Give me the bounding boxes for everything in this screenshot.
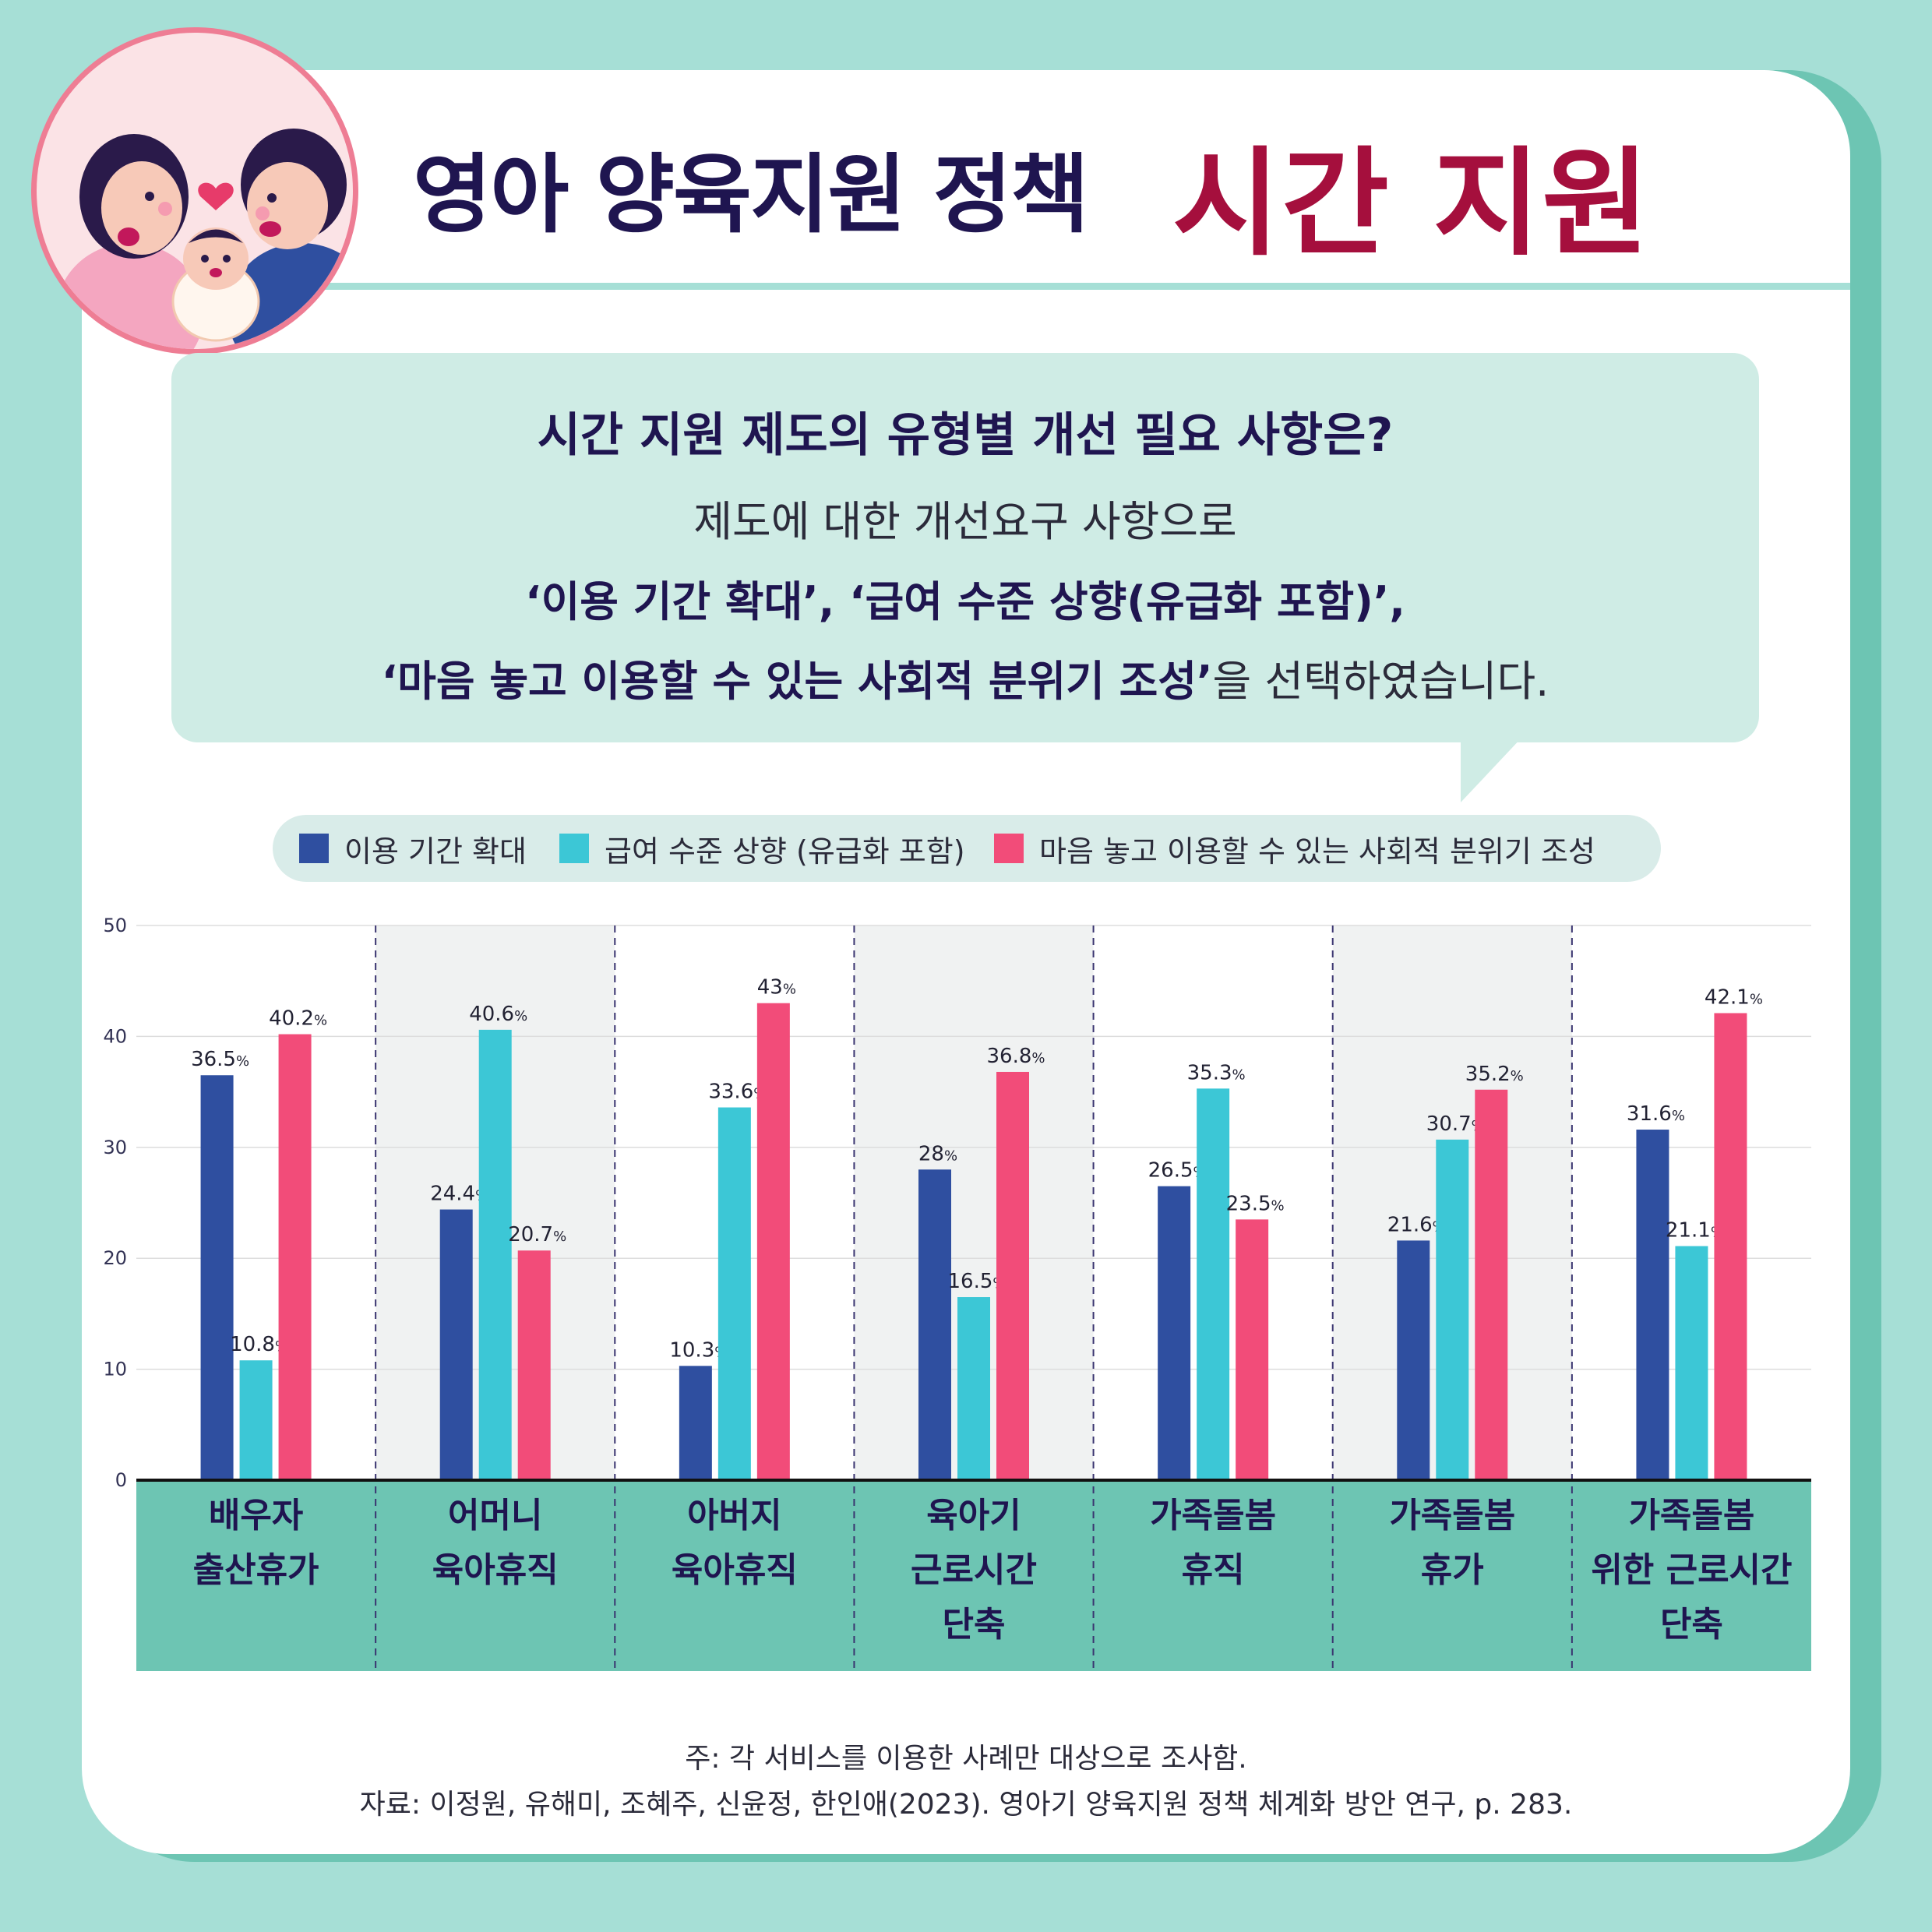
speech-bubble bbox=[171, 353, 1759, 742]
category-label: 가족돌봄 bbox=[1150, 1496, 1276, 1535]
bar-value-label: 21.6% bbox=[1387, 1213, 1446, 1236]
y-tick-label: 30 bbox=[103, 1137, 127, 1158]
bar bbox=[918, 1169, 951, 1480]
category-label: 가족돌봄 bbox=[1389, 1496, 1515, 1535]
bar-value-label: 36.5% bbox=[191, 1048, 249, 1071]
category-label: 육아휴직 bbox=[672, 1550, 798, 1590]
category-label: 육아기 bbox=[926, 1496, 1021, 1535]
legend-item-3: 마음 놓고 이용할 수 있는 사회적 분위기 조성 bbox=[994, 815, 1595, 882]
bar bbox=[517, 1250, 551, 1480]
category-label: 위한 근로시간 bbox=[1591, 1550, 1792, 1590]
page-title-accent: 시간 지원 bbox=[1172, 136, 1652, 272]
category-label: 가족돌봄 bbox=[1628, 1496, 1754, 1535]
category-label: 휴직 bbox=[1182, 1550, 1245, 1590]
header-divider bbox=[292, 283, 1850, 290]
chart-note: 주: 각 서비스를 이용한 사례만 대상으로 조사함. bbox=[685, 1743, 1247, 1775]
question-line-2-bold: ‘이용 기간 확대’, ‘급여 수준 상향(유급화 포함)’, bbox=[525, 577, 1405, 626]
category-label: 어머니 bbox=[448, 1496, 542, 1535]
bar-value-label: 43% bbox=[757, 976, 796, 999]
bar bbox=[717, 1107, 751, 1480]
y-tick-label: 40 bbox=[103, 1025, 127, 1047]
page-title: 영아 양육지원 정책 bbox=[413, 145, 1089, 245]
bar bbox=[439, 1209, 473, 1480]
bar bbox=[1158, 1186, 1191, 1480]
legend-item-2: 급여 수준 상향 (유급화 포함) bbox=[559, 815, 965, 882]
category-label: 육아휴직 bbox=[432, 1550, 559, 1590]
bar bbox=[1475, 1089, 1508, 1480]
chart-legend: 이용 기간 확대 급여 수준 상향 (유급화 포함) 마음 놓고 이용할 수 있… bbox=[273, 815, 1661, 882]
category-label: 출산휴가 bbox=[193, 1550, 319, 1590]
bar bbox=[239, 1360, 273, 1480]
question-line-3: ‘마음 놓고 이용할 수 있는 사회적 분위기 조성’을 선택하였습니다. bbox=[171, 647, 1759, 708]
legend-label-3: 마음 놓고 이용할 수 있는 사회적 분위기 조성 bbox=[1039, 834, 1595, 869]
bar-value-label: 35.2% bbox=[1465, 1063, 1524, 1086]
legend-label-1: 이용 기간 확대 bbox=[344, 834, 527, 869]
bar bbox=[1636, 1130, 1669, 1480]
category-label: 배우자 bbox=[209, 1496, 303, 1535]
bar bbox=[679, 1366, 712, 1480]
bar bbox=[1436, 1139, 1469, 1480]
bar bbox=[1397, 1240, 1430, 1480]
legend-label-2: 급여 수준 상향 (유급화 포함) bbox=[605, 834, 965, 869]
question-line-1: 제도에 대한 개선요구 사항으로 bbox=[693, 497, 1237, 546]
bar bbox=[957, 1297, 990, 1480]
y-tick-label: 10 bbox=[103, 1359, 127, 1380]
category-label: 휴가 bbox=[1421, 1550, 1484, 1590]
bar-value-label: 40.6% bbox=[469, 1003, 527, 1026]
bar-value-label: 31.6% bbox=[1627, 1102, 1685, 1126]
bar bbox=[756, 1003, 790, 1480]
category-band bbox=[136, 1480, 1811, 1671]
bar bbox=[1675, 1246, 1708, 1480]
bar bbox=[1236, 1219, 1269, 1480]
category-label: 아버지 bbox=[687, 1496, 781, 1535]
y-tick-label: 50 bbox=[103, 915, 127, 936]
bar bbox=[278, 1034, 312, 1480]
y-tick-label: 0 bbox=[115, 1469, 127, 1491]
legend-swatch-3 bbox=[994, 834, 1024, 863]
question-line-3-rest: 을 선택하였습니다. bbox=[1212, 657, 1549, 706]
chart-source: 자료: 이정원, 유해미, 조혜주, 신윤정, 한인애(2023). 영아기 양… bbox=[359, 1789, 1573, 1821]
bar-value-label: 42.1% bbox=[1705, 985, 1763, 1009]
legend-swatch-1 bbox=[299, 834, 329, 863]
family-icon bbox=[56, 129, 353, 349]
bar-value-label: 35.3% bbox=[1187, 1061, 1246, 1084]
bar bbox=[1197, 1088, 1230, 1480]
bar-value-label: 23.5% bbox=[1226, 1192, 1285, 1215]
bar-value-label: 40.2% bbox=[269, 1007, 327, 1031]
bar bbox=[1714, 1013, 1747, 1480]
legend-swatch-2 bbox=[559, 834, 589, 863]
bar bbox=[478, 1029, 512, 1480]
bar bbox=[996, 1071, 1029, 1480]
bar-value-label: 20.7% bbox=[508, 1223, 566, 1246]
question-title: 시간 지원 제도의 유형별 개선 필요 사항은? bbox=[537, 408, 1394, 463]
question-line-3-bold: ‘마음 놓고 이용할 수 있는 사회적 분위기 조성’ bbox=[381, 657, 1213, 706]
question-line-2: ‘이용 기간 확대’, ‘급여 수준 상향(유급화 포함)’, bbox=[171, 567, 1759, 629]
bar bbox=[200, 1075, 234, 1480]
bar-value-label: 28% bbox=[918, 1142, 957, 1165]
family-illustration bbox=[31, 27, 358, 354]
category-label: 근로시간 bbox=[911, 1550, 1037, 1590]
legend-item-1: 이용 기간 확대 bbox=[299, 815, 527, 882]
category-label: 단축 bbox=[943, 1605, 1006, 1645]
bar-value-label: 36.8% bbox=[987, 1045, 1045, 1068]
y-tick-label: 20 bbox=[103, 1247, 127, 1269]
category-label: 단축 bbox=[1660, 1605, 1723, 1645]
